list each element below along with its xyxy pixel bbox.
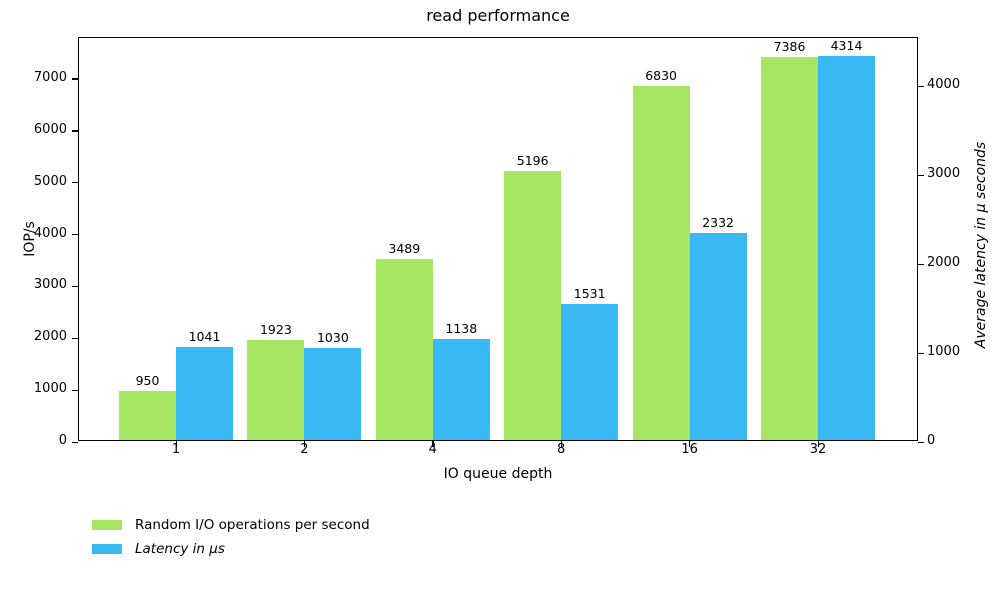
right-axis-tick-label: 1000 (927, 344, 961, 360)
x-axis-tick (817, 441, 819, 447)
left-axis-tick (72, 285, 78, 288)
right-axis-tick-label: 3000 (927, 166, 961, 182)
legend-swatch (92, 544, 122, 554)
legend: Random I/O operations per second Latency … (92, 513, 370, 561)
left-axis-tick (72, 389, 78, 391)
x-axis-tick-label: 1 (171, 442, 181, 457)
bar-value-label: 1923 (259, 322, 292, 338)
legend-swatch (92, 520, 122, 530)
left-axis-tick-label: 6000 (33, 121, 67, 137)
bar-value-label: 950 (135, 372, 160, 388)
bar-value-label: 2332 (702, 214, 734, 230)
bar-value-label: 5196 (516, 152, 549, 168)
right-axis-tick-label: 2000 (927, 255, 961, 271)
x-axis-tick-label: 8 (557, 442, 566, 457)
left-axis-tick (72, 337, 78, 340)
bar-latency (818, 56, 875, 440)
chart-title: read performance (426, 6, 570, 25)
right-axis-tick (918, 263, 924, 265)
bar-value-label: 1138 (445, 320, 478, 336)
left-axis-tick-label: 2000 (33, 329, 67, 345)
bar-value-label: 4314 (830, 38, 863, 54)
right-axis-title: Average latency in µ seconds (973, 141, 989, 349)
left-axis-tick (72, 130, 78, 132)
bar-value-label: 1041 (188, 329, 221, 345)
bar-value-label: 1030 (316, 330, 349, 346)
bar-latency (432, 338, 490, 440)
left-axis-tick-label: 4000 (33, 225, 67, 241)
left-axis-tick-label: 1000 (33, 381, 67, 397)
right-axis-tick (918, 352, 924, 354)
right-axis-tick (918, 174, 924, 176)
legend-label: Latency in µs (135, 541, 225, 557)
left-axis-tick (72, 78, 78, 80)
bar-latency (176, 347, 233, 440)
bar-iops (247, 340, 305, 440)
right-axis-tick-label: 0 (927, 433, 936, 448)
bar-iops (761, 56, 818, 440)
x-axis-tick (175, 441, 177, 447)
left-axis-title: IOP/s (22, 221, 38, 257)
left-axis-tick-label: 7000 (33, 69, 67, 85)
x-axis-tick (689, 441, 691, 447)
x-axis-tick-label: 4 (428, 442, 437, 457)
left-axis-tick-label: 0 (58, 433, 67, 448)
x-axis-tick-label: 2 (300, 442, 309, 457)
plot-area: 0 1000 2000 3000 4000 5000 6000 7000 0 1000 2000 30… (34, 37, 960, 457)
left-axis-tick (72, 182, 78, 184)
right-axis-tick (918, 441, 924, 443)
left-axis-tick-label: 3000 (33, 277, 67, 293)
bar-value-label: 1531 (573, 285, 606, 301)
bar-latency (689, 232, 747, 440)
x-axis-tick (432, 441, 434, 447)
x-axis-tick-label: 16 (681, 442, 698, 457)
bar-value-label: 6830 (645, 67, 677, 83)
bar-iops (632, 85, 690, 440)
x-axis-tick (560, 441, 562, 447)
x-axis-title: IO queue depth (443, 466, 553, 482)
bar-value-label: 7386 (773, 38, 806, 54)
right-axis-tick-label: 4000 (927, 77, 961, 93)
bar-value-label: 3489 (388, 241, 421, 257)
right-axis-tick (918, 85, 924, 87)
bar-iops (119, 390, 176, 440)
legend-label: Random I/O operations per second (135, 517, 370, 533)
bar-iops (504, 170, 562, 440)
left-axis-tick (72, 234, 78, 236)
bar-latency (304, 348, 362, 440)
left-axis-tick (72, 441, 78, 443)
x-axis-tick (303, 441, 306, 447)
x-axis-tick-label: 32 (809, 442, 827, 457)
legend-item: Random I/O operations per second (92, 513, 370, 537)
left-axis-tick-label: 5000 (33, 173, 67, 189)
bar-latency (561, 303, 619, 440)
bar-iops (375, 259, 433, 440)
legend-item: Latency in µs (92, 537, 370, 561)
